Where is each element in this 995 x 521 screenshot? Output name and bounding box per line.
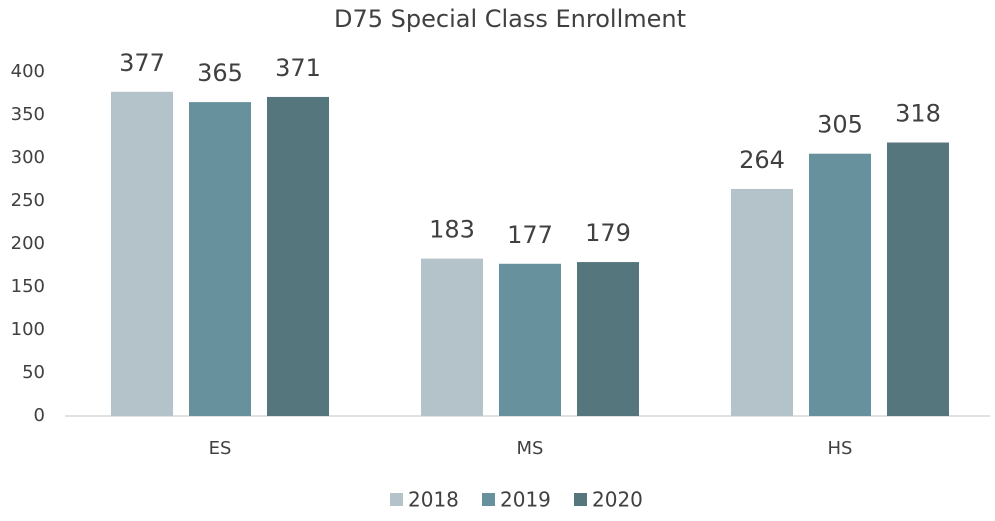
bar (887, 142, 949, 416)
y-tick-label: 50 (22, 362, 45, 383)
data-label: 264 (739, 146, 785, 174)
legend-swatch (482, 493, 495, 506)
data-label: 365 (197, 59, 243, 87)
bar (577, 262, 639, 416)
data-label: 179 (585, 219, 631, 247)
y-tick-label: 400 (11, 61, 45, 82)
bar (189, 102, 251, 416)
y-tick-label: 300 (11, 147, 45, 168)
bar (499, 263, 561, 416)
legend-label: 2018 (408, 488, 459, 512)
legend-swatch (390, 493, 403, 506)
y-tick-label: 350 (11, 104, 45, 125)
data-label: 318 (895, 100, 941, 128)
y-tick-label: 0 (34, 405, 45, 426)
data-label: 183 (429, 216, 475, 244)
bar (809, 153, 871, 416)
bar (731, 188, 793, 416)
legend-label: 2019 (500, 488, 551, 512)
bar (111, 91, 173, 416)
bar (421, 258, 483, 416)
y-tick-label: 100 (11, 319, 45, 340)
x-tick-label: MS (517, 438, 544, 459)
legend-label: 2020 (592, 488, 643, 512)
bar (267, 96, 329, 416)
chart-title: D75 Special Class Enrollment (334, 5, 686, 33)
data-label: 377 (119, 49, 165, 77)
data-label: 177 (507, 221, 553, 249)
x-tick-label: ES (209, 438, 232, 459)
legend-swatch (574, 493, 587, 506)
data-label: 305 (817, 111, 863, 139)
x-tick-label: HS (828, 438, 853, 459)
y-tick-label: 250 (11, 190, 45, 211)
data-label: 371 (275, 54, 321, 82)
y-tick-label: 200 (11, 233, 45, 254)
y-tick-label: 150 (11, 276, 45, 297)
